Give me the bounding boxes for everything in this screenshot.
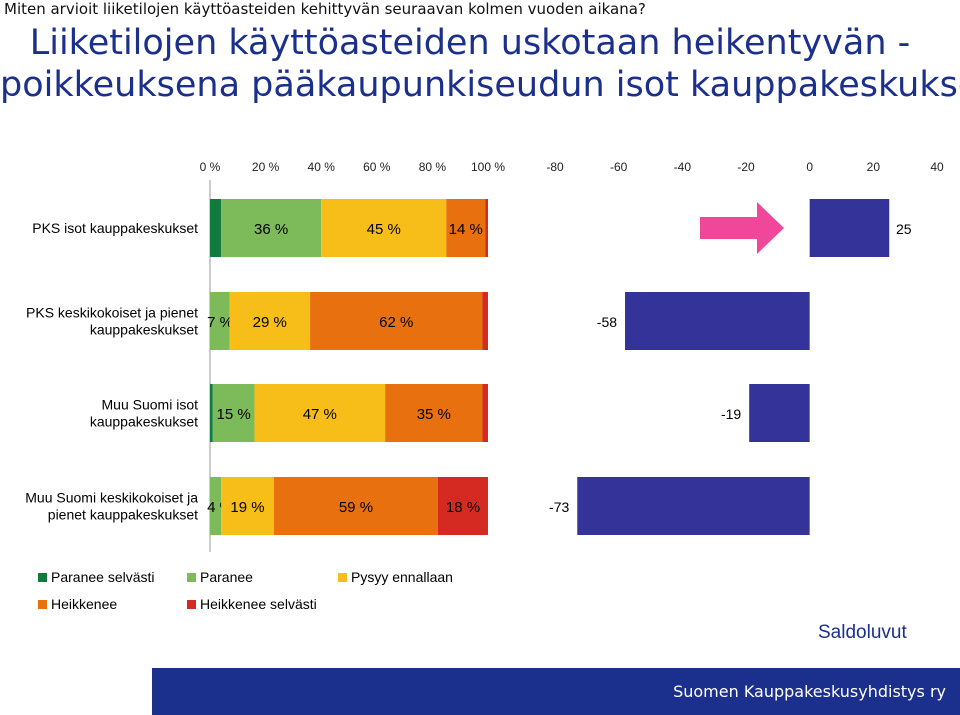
saldo-bar — [809, 199, 890, 257]
segment-data-label: 19 % — [230, 499, 264, 516]
saldo-x-tick-label: 40 — [930, 160, 944, 174]
legend-label: Heikkenee selvästi — [200, 596, 317, 612]
segment-data-label: 29 % — [253, 314, 287, 331]
stacked-x-tick-label: 20 % — [252, 160, 280, 174]
stacked-bar-segment — [310, 292, 483, 350]
title-line-2: poikkeuksena pääkaupunkiseudun isot kaup… — [0, 65, 960, 105]
legend-label: Paranee — [200, 569, 253, 585]
legend-label: Pysyy ennallaan — [351, 569, 453, 585]
stacked-bar-segment — [221, 199, 322, 257]
stacked-bar-segment — [482, 384, 488, 442]
saldo-x-tick-label: -80 — [546, 160, 564, 174]
legend-swatch — [38, 600, 47, 609]
stacked-bar-segment — [210, 477, 222, 535]
stacked-bar-segment — [446, 199, 486, 257]
saldo-bar — [577, 477, 810, 535]
segment-data-label: 62 % — [379, 314, 413, 331]
category-label: pienet kauppakeskukset — [48, 507, 198, 523]
saldo-data-label: -19 — [721, 406, 741, 422]
stacked-x-tick-label: 40 % — [308, 160, 336, 174]
saldo-label: Saldoluvut — [818, 622, 907, 643]
stacked-x-tick-label: 60 % — [363, 160, 391, 174]
stacked-bar-segment — [385, 384, 483, 442]
category-label: PKS isot kauppakeskukset — [32, 220, 198, 236]
footer-bar: Suomen Kauppakeskusyhdistys ry — [152, 668, 960, 715]
legend-swatch — [187, 573, 196, 582]
stacked-bar-segment — [254, 384, 386, 442]
stacked-bar-segment — [229, 292, 311, 350]
saldo-x-tick-label: -40 — [674, 160, 692, 174]
category-label: kauppakeskukset — [90, 322, 198, 338]
stacked-bar-segment — [485, 199, 488, 257]
category-label: kauppakeskukset — [90, 414, 198, 430]
legend-swatch — [338, 573, 347, 582]
saldo-x-tick-label: -20 — [737, 160, 755, 174]
segment-data-label: 47 % — [303, 406, 337, 423]
stacked-bar-segment — [273, 477, 438, 535]
footer-text: Suomen Kauppakeskusyhdistys ry — [673, 682, 946, 701]
highlight-arrow-icon — [700, 202, 784, 254]
segment-data-label: 36 % — [254, 221, 288, 238]
segment-data-label: 35 % — [417, 406, 451, 423]
stacked-x-tick-label: 100 % — [471, 160, 505, 174]
stacked-bar-segment — [210, 199, 222, 257]
saldo-bar — [749, 384, 810, 442]
saldo-x-tick-label: 0 — [806, 160, 813, 174]
category-label: Muu Suomi keskikokoiset ja — [25, 490, 198, 506]
stacked-bar-segment — [482, 292, 488, 350]
category-label: PKS keskikokoiset ja pienet — [26, 305, 198, 321]
segment-data-label: 7 % — [207, 314, 233, 331]
legend-swatch — [187, 600, 196, 609]
saldo-data-label: -73 — [549, 499, 569, 515]
saldo-data-label: -58 — [597, 314, 617, 330]
saldo-bar — [625, 292, 810, 350]
stacked-bar-segment — [221, 477, 274, 535]
segment-data-label: 15 % — [217, 406, 251, 423]
title-line-1: Liiketilojen käyttöasteiden uskotaan hei… — [29, 23, 911, 63]
stacked-bar-segment — [437, 477, 488, 535]
segment-data-label: 14 % — [449, 221, 483, 238]
segment-data-label: 45 % — [367, 221, 401, 238]
stacked-x-tick-label: 80 % — [419, 160, 447, 174]
saldo-data-label: 25 — [896, 221, 912, 237]
stacked-bar-segment — [210, 292, 230, 350]
survey-question: Miten arvioit liiketilojen käyttöasteide… — [4, 0, 646, 18]
saldo-x-tick-label: 20 — [867, 160, 881, 174]
stacked-x-tick-label: 0 % — [200, 160, 221, 174]
segment-data-label: 59 % — [339, 499, 373, 516]
segment-data-label: 18 % — [446, 499, 480, 516]
page-title: Liiketilojen käyttöasteiden uskotaan hei… — [0, 22, 960, 106]
stacked-bar-segment — [212, 384, 255, 442]
legend-swatch — [38, 573, 47, 582]
legend-label: Heikkenee — [51, 596, 117, 612]
category-label: Muu Suomi isot — [102, 397, 199, 413]
legend-label: Paranee selvästi — [51, 569, 155, 585]
stacked-bar-segment — [210, 384, 213, 442]
stacked-bar-segment — [321, 199, 447, 257]
saldo-x-tick-label: -60 — [610, 160, 628, 174]
